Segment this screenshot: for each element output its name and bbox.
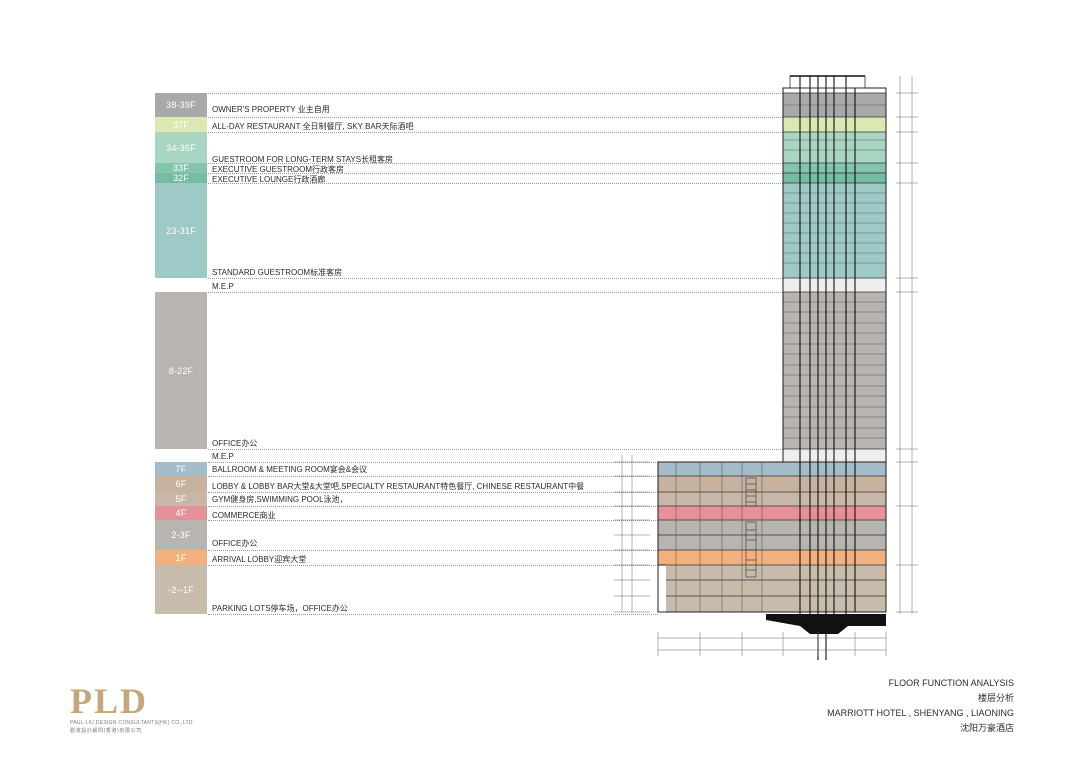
band-32f: 32F [155, 173, 207, 183]
band-label: 23-31F [166, 225, 196, 236]
band-label: 4F [175, 508, 187, 518]
function-text: COMMERCE商业 [212, 511, 276, 520]
function-text: STANDARD GUESTROOM标准客房 [212, 268, 343, 277]
band-8-22f: 8-22F [155, 292, 207, 449]
band-23-31f: 23-31F [155, 183, 207, 278]
podium-stairs [745, 477, 757, 578]
leader-line [208, 462, 658, 463]
podium-dimension-lines [614, 455, 650, 613]
band-label: 38-39F [166, 100, 196, 110]
function-text: EXECUTIVE GUESTROOM行政客房 [212, 165, 345, 174]
podium-fill-basement [666, 565, 886, 612]
caption-project-cn: 沈阳万豪酒店 [959, 723, 1014, 733]
foundation [766, 614, 886, 634]
band-label: 34-36F [166, 142, 196, 153]
logo-company-en: PAUL LIU DESIGN CONSULTANTS(HK) CO.,LTD [70, 720, 193, 726]
function-text: EXECUTIVE LOUNGE行政酒廊 [212, 175, 326, 184]
band-33f: 33F [155, 163, 207, 173]
band-label: 32F [172, 173, 190, 183]
building-core [799, 76, 856, 660]
band-label: 6F [175, 479, 187, 489]
function-text: GUESTROOM FOR LONG-TERM STAYS长租客房 [212, 155, 394, 164]
band-6f: 6F [155, 476, 207, 492]
bottom-dimension-lines [657, 632, 887, 656]
logo-company-cn: 劉波設計顧問(香港)有限公司 [70, 728, 142, 734]
leader-line [208, 117, 783, 118]
function-text: M.E.P [212, 282, 234, 291]
function-text: GYM健身房,SWIMMING POOL泳池， [212, 495, 348, 504]
leader-line [208, 520, 658, 521]
podium-fill-4f [658, 506, 886, 520]
function-text: M.E.P [212, 452, 234, 461]
podium-fill-6f [658, 476, 886, 492]
leader-line [208, 183, 783, 184]
band-2-3f: 2-3F [155, 520, 207, 550]
leader-line [208, 278, 783, 279]
podium-fill-5f [658, 492, 886, 506]
function-text: OWNER'S PROPERTY 业主自用 [212, 105, 330, 114]
band-7f: 7F [155, 462, 207, 476]
leader-line [208, 506, 658, 507]
leader-line [208, 492, 658, 493]
leader-line [208, 476, 658, 477]
band-38-39f: 38-39F [155, 93, 207, 117]
function-text: ALL-DAY RESTAURANT 全日制餐厅, SKY BAR天际酒吧 [212, 122, 414, 131]
drawing-caption: FLOOR FUNCTION ANALYSIS 楼层分析 MARRIOTT HO… [827, 676, 1014, 736]
band-label: 37F [172, 119, 190, 130]
leader-line [208, 93, 783, 94]
logo-mark: PLD [70, 681, 148, 721]
caption-title-cn: 楼层分析 [977, 693, 1014, 703]
band-label: 2-3F [171, 530, 191, 540]
caption-project-en: MARRIOTT HOTEL , SHENYANG , LIAONING [827, 708, 1014, 718]
function-text: LOBBY & LOBBY BAR大堂&大堂吧,SPECIALTY RESTAU… [212, 482, 585, 491]
function-text: ARRIVAL LOBBY迎宾大堂 [212, 555, 307, 564]
pld-logo: PLD PAUL LIU DESIGN CONSULTANTS(HK) CO.,… [70, 681, 210, 734]
podium-columns [675, 462, 763, 612]
band-1f: 1F [155, 550, 207, 565]
function-text: PARKING LOTS停车场，OFFICE办公 [212, 604, 348, 613]
band-label: 1F [175, 552, 187, 563]
leader-line [208, 292, 783, 293]
caption-title-en: FLOOR FUNCTION ANALYSIS [888, 678, 1014, 688]
band-34-36f: 34-36F [155, 132, 207, 163]
leader-line [208, 565, 658, 566]
band-label: 33F [172, 163, 190, 173]
band-label: 5F [175, 494, 187, 504]
podium-fill-7f [658, 462, 886, 476]
band-5f: 5F [155, 492, 207, 506]
roof-crown [789, 75, 866, 89]
band-37f: 37F [155, 117, 207, 132]
band-label: 8-22F [168, 365, 194, 376]
band-label: 7F [175, 464, 187, 474]
leader-line [208, 173, 783, 174]
leader-line [208, 163, 783, 164]
function-text: BALLROOM & MEETING ROOM宴会&会议 [212, 465, 368, 474]
function-text: OFFICE办公 [212, 439, 258, 448]
leader-line [208, 614, 658, 615]
band-label: -2--1F [168, 584, 194, 595]
leader-line [208, 550, 658, 551]
podium-fill-1f [658, 550, 886, 565]
leader-line [208, 449, 783, 450]
leader-line [208, 132, 783, 133]
band-basement: -2--1F [155, 565, 207, 614]
tower-dimension-lines [896, 76, 918, 614]
function-text: OFFICE办公 [212, 539, 258, 548]
band-4f: 4F [155, 506, 207, 520]
podium-fills [658, 462, 886, 612]
